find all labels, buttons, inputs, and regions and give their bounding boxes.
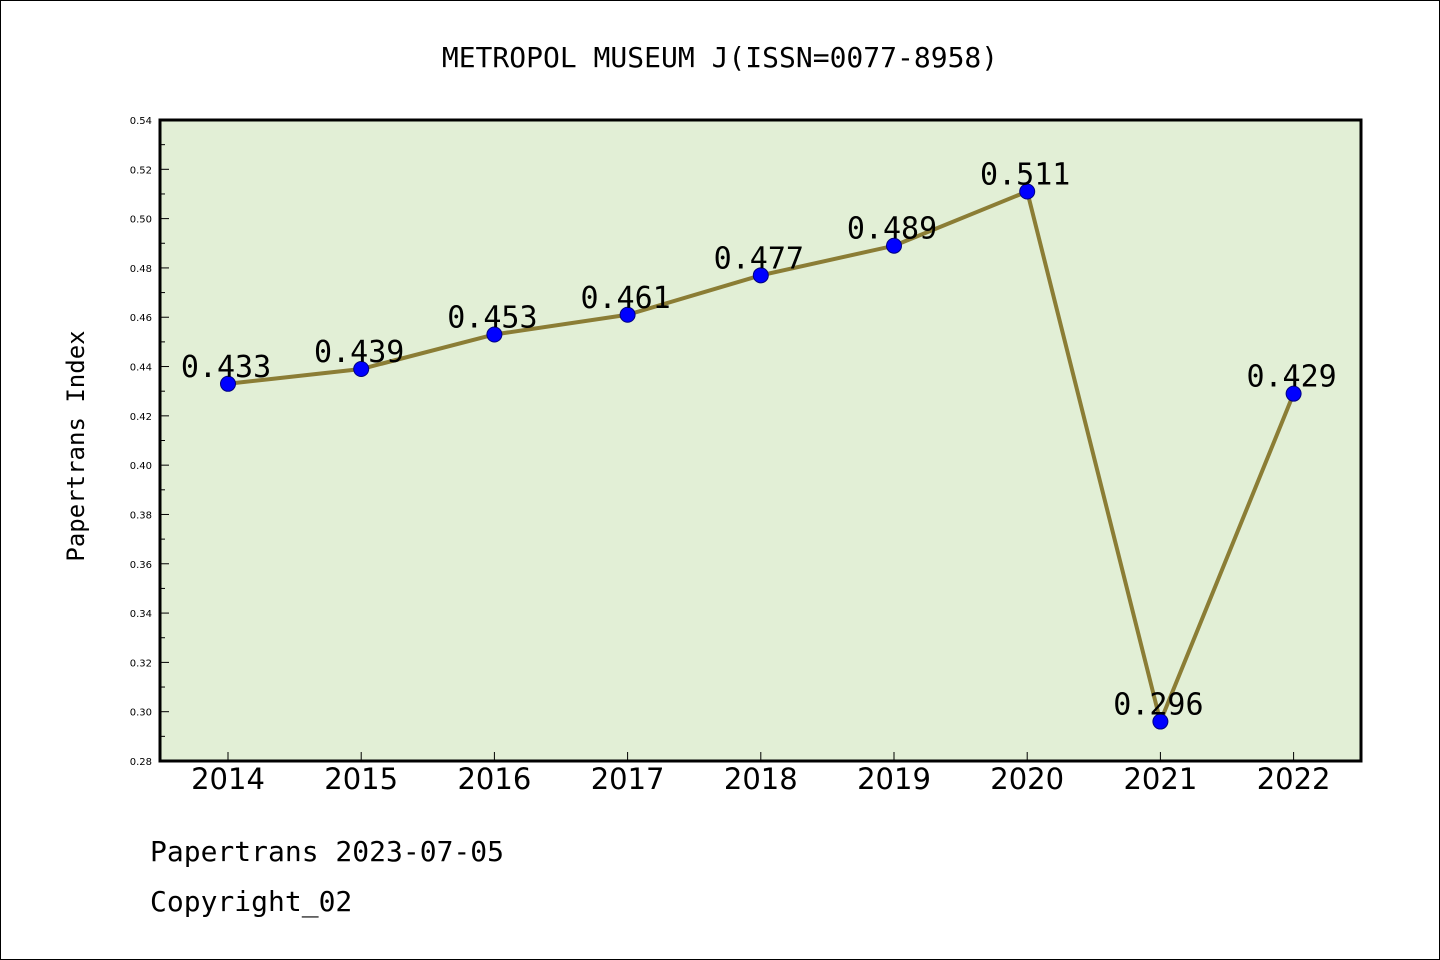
y-tick-label: 0.42 <box>130 412 152 423</box>
data-label: 0.453 <box>447 300 537 335</box>
y-tick-label: 0.36 <box>130 560 152 571</box>
y-tick-label: 0.34 <box>130 609 152 620</box>
footer-date-text: Papertrans 2023-07-05 <box>150 835 505 868</box>
data-point <box>619 306 636 323</box>
y-tick-label: 0.48 <box>130 264 152 275</box>
data-point <box>1285 385 1302 402</box>
plot-area <box>160 120 1361 761</box>
x-tick-label: 2018 <box>724 762 798 796</box>
data-label: 0.433 <box>181 350 271 385</box>
data-point <box>353 361 370 378</box>
y-tick-label: 0.50 <box>130 215 152 226</box>
footer-copyright-text: Copyright_02 <box>150 885 353 918</box>
data-point <box>1019 183 1036 200</box>
y-tick-label: 0.28 <box>130 757 152 768</box>
data-label: 0.439 <box>314 335 404 370</box>
x-tick-label: 2021 <box>1123 762 1197 796</box>
data-label: 0.461 <box>580 281 670 316</box>
x-tick-label: 2019 <box>857 762 931 796</box>
series: 0.433 0.439 0.453 0.461 0.477 0.489 0.511 0.296… <box>181 157 1337 730</box>
x-tick-label: 2017 <box>591 762 665 796</box>
y-tick-label: 0.52 <box>130 165 152 176</box>
y-tick-label: 0.32 <box>130 658 152 669</box>
y-tick-label: 0.38 <box>130 510 152 521</box>
data-point <box>486 326 503 343</box>
data-label: 0.477 <box>714 241 804 276</box>
chart-title: METROPOL MUSEUM J(ISSN=0077-8958) <box>442 41 998 74</box>
data-label: 0.429 <box>1246 360 1336 395</box>
y-tick-label: 0.40 <box>130 461 152 472</box>
data-label: 0.489 <box>847 212 937 247</box>
x-tick-label: 2020 <box>990 762 1064 796</box>
x-tick-label: 2016 <box>457 762 531 796</box>
y-tick-label: 0.44 <box>130 363 152 374</box>
y-axis: 0.28 0.30 0.32 0.34 0.36 0.38 0.40 0.42 0.44 0.46… <box>130 116 169 768</box>
data-point <box>886 237 902 254</box>
data-label: 0.296 <box>1113 688 1203 723</box>
data-point <box>752 267 769 284</box>
x-tick-label: 2014 <box>191 762 265 796</box>
data-label: 0.511 <box>980 157 1070 192</box>
y-tick-label: 0.54 <box>130 116 152 127</box>
data-point <box>1152 713 1169 730</box>
y-tick-label: 0.46 <box>130 313 152 324</box>
data-point <box>220 375 236 392</box>
y-axis-label: Papertrans Index <box>62 330 90 561</box>
y-tick-label: 0.30 <box>130 708 152 719</box>
x-tick-label: 2015 <box>324 762 398 796</box>
x-axis: 2014 2015 2016 2017 2018 2019 2020 2021 2022 <box>191 752 1331 796</box>
x-tick-label: 2022 <box>1257 762 1331 796</box>
plot-border <box>158 118 1363 763</box>
